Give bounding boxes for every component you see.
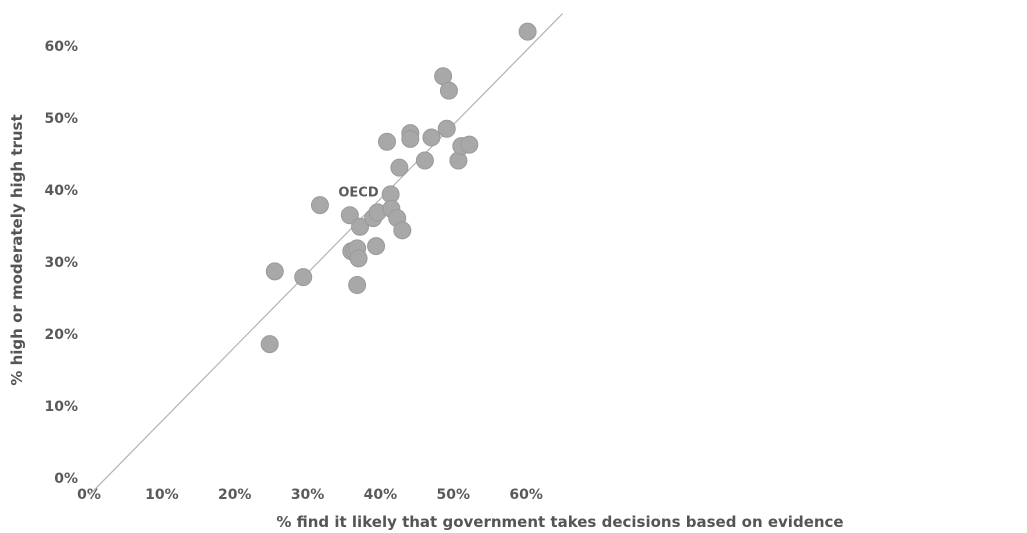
x-axis-title: % find it likely that government takes d… (276, 513, 843, 531)
x-tick-label: 50% (437, 487, 471, 503)
data-point (460, 135, 479, 154)
data-point (265, 262, 284, 281)
x-tick-label: 40% (364, 487, 398, 503)
y-tick-label: 10% (44, 399, 78, 415)
data-point (415, 151, 434, 170)
x-axis-ticks: 0% 10% 20% 30% 40% 50% 60% (77, 487, 543, 503)
x-tick-label: 30% (291, 487, 325, 503)
data-point (260, 335, 279, 354)
annotations: OECD (338, 185, 378, 200)
data-point (367, 237, 386, 256)
x-tick-label: 60% (509, 487, 543, 503)
data-point (310, 196, 329, 215)
y-tick-label: 30% (44, 255, 78, 271)
data-point (348, 276, 367, 295)
trendline (88, 13, 564, 496)
data-point (439, 81, 458, 100)
data-point (340, 206, 359, 225)
y-tick-label: 50% (44, 111, 78, 127)
y-axis-title: % high or moderately high trust (8, 114, 26, 385)
data-point (349, 249, 368, 268)
y-axis-ticks: 0% 10% 20% 30% 40% 50% 60% (44, 39, 78, 487)
data-point (422, 128, 441, 147)
data-point (401, 129, 420, 148)
annotation-label: OECD (338, 185, 378, 200)
y-tick-label: 20% (44, 327, 78, 343)
y-tick-label: 60% (44, 39, 78, 55)
data-point (393, 221, 412, 240)
data-point (518, 22, 537, 41)
x-tick-label: 10% (145, 487, 179, 503)
x-tick-label: 20% (218, 487, 252, 503)
y-tick-label: 40% (44, 183, 78, 199)
data-point (437, 119, 456, 138)
y-tick-label: 0% (54, 471, 78, 487)
data-point (294, 268, 313, 287)
data-point (377, 132, 396, 151)
data-points (260, 22, 537, 354)
data-point (390, 158, 409, 177)
data-point (351, 217, 370, 236)
